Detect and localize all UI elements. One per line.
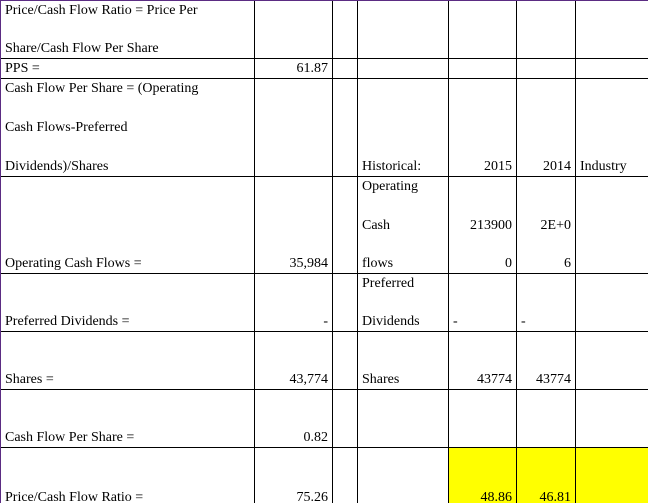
cell-empty[interactable]: [357, 0, 449, 59]
cell-empty[interactable]: [357, 447, 449, 503]
cell-empty[interactable]: [516, 58, 576, 79]
row-preferred-dividends: Preferred Dividends = - Preferred Divide…: [0, 273, 648, 332]
ocf-2015-line2: 0: [505, 256, 512, 271]
ratio-definition-line1: Price/Cash Flow Ratio = Price Per: [5, 3, 198, 18]
cell-empty[interactable]: [448, 58, 517, 79]
ocf-2014-line2: 6: [564, 256, 571, 271]
cell-empty[interactable]: [575, 331, 648, 390]
cell-empty[interactable]: [332, 447, 358, 503]
row-pps: PPS = 61.87: [0, 58, 648, 79]
cell-empty[interactable]: [357, 389, 449, 448]
cell-pd-label[interactable]: Preferred Dividends =: [0, 273, 255, 332]
cell-shares-2015[interactable]: 43774: [448, 331, 517, 390]
cell-ocf-2014[interactable]: . 2E+0 6: [516, 176, 576, 274]
cell-ratio-definition[interactable]: Price/Cash Flow Ratio = Price Per Share/…: [0, 0, 255, 59]
cell-hist-pd[interactable]: Preferred Dividends: [357, 273, 449, 332]
cell-empty[interactable]: [575, 58, 648, 79]
cell-empty[interactable]: [332, 389, 358, 448]
cell-pps-label[interactable]: PPS =: [0, 58, 255, 79]
cell-empty[interactable]: [516, 0, 576, 59]
cell-empty[interactable]: [575, 273, 648, 332]
cell-empty[interactable]: [516, 389, 576, 448]
cell-pcfr-2014[interactable]: 46.81: [516, 447, 576, 503]
cfps-definition-line2: Cash Flows-Preferred: [5, 120, 128, 135]
cell-pd-value[interactable]: -: [254, 273, 333, 332]
cell-cfps-label[interactable]: Cash Flow Per Share =: [0, 389, 255, 448]
cell-empty[interactable]: [448, 389, 517, 448]
row-price-cash-flow-ratio: Price/Cash Flow Ratio = 75.26 48.86 46.8…: [0, 447, 648, 503]
cell-ocf-2015[interactable]: . 213900 0: [448, 176, 517, 274]
cell-empty[interactable]: [357, 58, 449, 79]
cell-empty[interactable]: [254, 78, 333, 177]
ocf-2014-line1: 2E+0: [540, 217, 571, 233]
cell-empty[interactable]: [332, 331, 358, 390]
cell-empty[interactable]: [332, 273, 358, 332]
row-ratio-definition: Price/Cash Flow Ratio = Price Per Share/…: [0, 0, 648, 59]
cell-empty[interactable]: [332, 176, 358, 274]
cell-pd-2015[interactable]: -: [448, 273, 517, 332]
frame-top-border: [0, 0, 648, 1]
cell-pcfr-label[interactable]: Price/Cash Flow Ratio =: [0, 447, 255, 503]
hist-pd-line1: Preferred: [362, 276, 415, 291]
ratio-definition-line2: Share/Cash Flow Per Share: [5, 41, 159, 56]
row-operating-cash-flows: Operating Cash Flows = 35,984 Operating …: [0, 176, 648, 274]
cell-cfps-value[interactable]: 0.82: [254, 389, 333, 448]
cell-year-2014[interactable]: 2014: [516, 78, 576, 177]
hist-pd-line2: Dividends: [362, 314, 420, 329]
cell-ocf-value[interactable]: 35,984: [254, 176, 333, 274]
hist-ocf-line2: Cash: [362, 217, 390, 233]
cell-empty[interactable]: [575, 176, 648, 274]
cell-pcfr-2015[interactable]: 48.86: [448, 447, 517, 503]
cell-empty[interactable]: [575, 389, 648, 448]
cell-ocf-label[interactable]: Operating Cash Flows =: [0, 176, 255, 274]
cell-pd-2014[interactable]: -: [516, 273, 576, 332]
cell-empty[interactable]: [332, 0, 358, 59]
cell-shares-2014[interactable]: 43774: [516, 331, 576, 390]
row-cash-flow-per-share: Cash Flow Per Share = 0.82: [0, 389, 648, 448]
cell-empty[interactable]: [575, 0, 648, 59]
cell-shares-label[interactable]: Shares =: [0, 331, 255, 390]
cell-hist-shares[interactable]: Shares: [357, 331, 449, 390]
row-shares: Shares = 43,774 Shares 43774 43774: [0, 331, 648, 390]
cfps-definition-line1: Cash Flow Per Share = (Operating: [5, 81, 199, 96]
hist-ocf-line3: flows: [362, 256, 394, 271]
frame-left-border: [0, 0, 1, 503]
cfps-definition-line3: Dividends)/Shares: [5, 159, 109, 174]
cell-hist-ocf[interactable]: Operating Cash flows: [357, 176, 449, 274]
ocf-2015-line1: 213900: [470, 217, 512, 233]
cell-cfps-definition[interactable]: Cash Flow Per Share = (Operating Cash Fl…: [0, 78, 255, 177]
row-cfps-definition: Cash Flow Per Share = (Operating Cash Fl…: [0, 78, 648, 177]
cell-year-2015[interactable]: 2015: [448, 78, 517, 177]
cell-pcfr-value[interactable]: 75.26: [254, 447, 333, 503]
cell-empty[interactable]: [448, 0, 517, 59]
cell-empty[interactable]: [332, 78, 358, 177]
cell-empty[interactable]: [332, 58, 358, 79]
cell-pps-value[interactable]: 61.87: [254, 58, 333, 79]
cell-pcfr-industry[interactable]: [575, 447, 648, 503]
cell-industry[interactable]: Industry: [575, 78, 648, 177]
cell-shares-value[interactable]: 43,774: [254, 331, 333, 390]
cell-empty[interactable]: [254, 0, 333, 59]
hist-ocf-line1: Operating: [362, 179, 418, 194]
cell-historical-label[interactable]: Historical:: [357, 78, 449, 177]
